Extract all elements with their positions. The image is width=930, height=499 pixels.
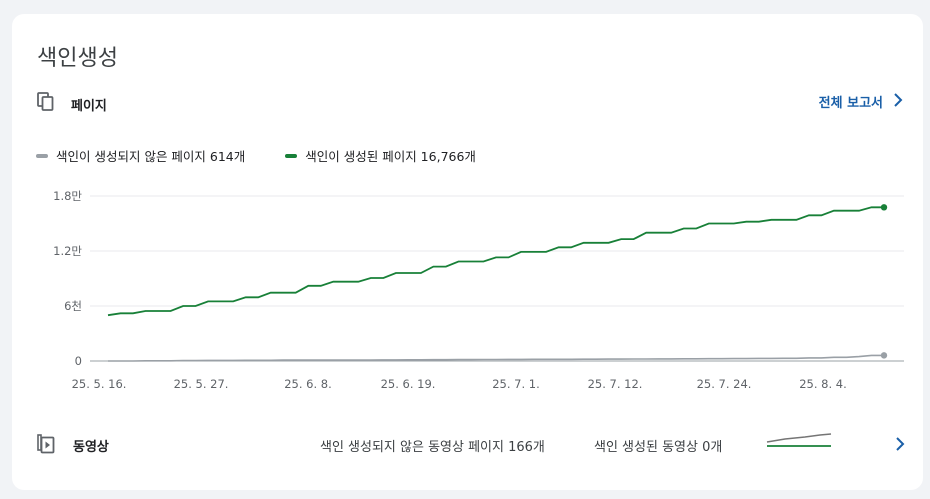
chart-legend: 색인이 생성되지 않은 페이지 614개 색인이 생성된 페이지 16,766개 — [36, 146, 516, 165]
y-tick-label: 6천 — [64, 299, 82, 313]
chevron-right-icon — [883, 92, 903, 111]
videos-label: 동영상 — [73, 440, 109, 455]
indexing-card: 색인생성 페이지 전체 보고서 색인이 생성되지 않은 페이지 614개 색인이… — [12, 14, 923, 490]
y-tick-label: 1.2만 — [53, 244, 82, 258]
series-line-indexed — [107, 206, 884, 317]
y-tick-label: 1.8만 — [53, 189, 82, 203]
series-endpoint-indexed[interactable] — [880, 204, 888, 211]
videos-indexed-count: 색인 생성된 동영상 0개 — [594, 440, 723, 455]
x-tick-label: 25. 6. 8. — [284, 377, 332, 391]
series-line-not-indexed — [108, 354, 884, 362]
videos-row[interactable]: 동영상 색인 생성되지 않은 동영상 페이지 166개 색인 생성된 동영상 0… — [37, 432, 905, 456]
legend-indexed[interactable]: 색인이 생성된 페이지 16,766개 — [285, 146, 476, 165]
x-tick-label: 25. 7. 12. — [588, 377, 643, 391]
y-tick-label: 0 — [75, 354, 82, 368]
videos-not-indexed-count: 색인 생성되지 않은 동영상 페이지 166개 — [320, 440, 545, 455]
x-tick-label: 25. 8. 4. — [799, 377, 847, 391]
x-tick-label: 25. 5. 27. — [174, 377, 229, 391]
x-tick-label: 25. 5. 16. — [72, 377, 127, 391]
legend-swatch-green — [285, 153, 298, 158]
pages-section-header: 페이지 — [37, 92, 107, 116]
x-tick-label: 25. 7. 1. — [492, 377, 540, 391]
series-endpoint-not-indexed[interactable] — [880, 352, 888, 359]
card-title: 색인생성 — [37, 46, 118, 71]
indexing-line-chart: 0 6천 1.2만 1.8만 25. 5. 16. 25. 5. 27. 25. 6. 8.… — [53, 189, 904, 391]
x-tick-label: 25. 7. 24. — [697, 377, 752, 391]
legend-swatch-grey — [36, 153, 48, 158]
legend-not-indexed-label: 색인이 생성되지 않은 페이지 614개 — [56, 149, 246, 164]
videos-sparkline — [765, 433, 835, 457]
legend-indexed-label: 색인이 생성된 페이지 16,766개 — [305, 149, 476, 164]
pages-label: 페이지 — [71, 98, 107, 114]
copy-pages-icon — [37, 92, 55, 116]
chevron-right-icon[interactable] — [895, 436, 905, 455]
full-report-label: 전체 보고서 — [818, 96, 883, 111]
legend-not-indexed[interactable]: 색인이 생성되지 않은 페이지 614개 — [36, 146, 245, 165]
full-report-link[interactable]: 전체 보고서 — [819, 92, 903, 111]
x-tick-label: 25. 6. 19. — [381, 377, 436, 391]
video-play-icon — [37, 434, 55, 458]
